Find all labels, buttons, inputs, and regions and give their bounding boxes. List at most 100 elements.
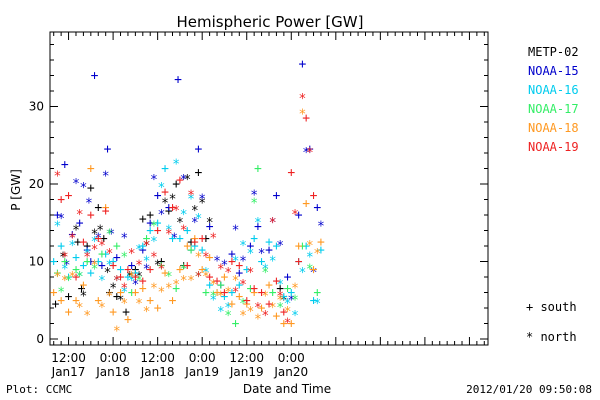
data-point: * [291, 309, 299, 324]
data-point: * [202, 266, 210, 281]
data-point: + [247, 282, 255, 297]
data-point: + [235, 278, 243, 293]
data-point: + [94, 231, 102, 246]
data-point: * [72, 177, 80, 192]
data-point: * [224, 309, 232, 324]
data-point: + [143, 231, 151, 246]
data-point: + [254, 162, 262, 177]
data-point: + [98, 258, 106, 273]
data-point: + [161, 185, 169, 200]
data-point: * [247, 266, 255, 281]
data-point: + [273, 239, 281, 254]
data-point: * [172, 278, 180, 293]
data-point: + [202, 286, 210, 301]
data-point: + [79, 258, 87, 273]
data-point: * [165, 227, 173, 242]
data-point: * [247, 247, 255, 262]
data-point: * [157, 262, 165, 277]
data-point: * [113, 324, 121, 339]
data-point: * [217, 305, 225, 320]
data-point: * [232, 255, 240, 270]
data-point: + [280, 305, 288, 320]
data-point: * [306, 239, 314, 254]
x-tick-date-label: Jan17 [51, 365, 86, 379]
data-point: * [306, 251, 314, 266]
data-point: * [224, 266, 232, 281]
data-point: * [254, 216, 262, 231]
data-point: + [87, 162, 95, 177]
data-point: * [261, 289, 269, 304]
plot-credit: Plot: CCMC [6, 383, 72, 396]
data-point: * [306, 262, 314, 277]
data-point: * [317, 220, 325, 235]
data-point: * [276, 239, 284, 254]
data-point: * [150, 220, 158, 235]
data-point: * [206, 216, 214, 231]
data-point: * [91, 258, 99, 273]
data-point: + [65, 270, 73, 285]
data-point: * [54, 220, 62, 235]
data-point: * [276, 293, 284, 308]
data-point: + [213, 286, 221, 301]
data-point: + [102, 200, 110, 215]
data-point: + [165, 200, 173, 215]
data-point: * [83, 251, 91, 266]
x-tick-date-label: Jan20 [273, 365, 308, 379]
y-tick-label: 0 [36, 332, 44, 346]
data-point: * [85, 196, 93, 211]
data-point: * [191, 216, 199, 231]
data-point: + [235, 266, 243, 281]
data-point: * [120, 231, 128, 246]
data-point: * [102, 169, 110, 184]
data-point: + [78, 282, 86, 297]
data-point: + [131, 270, 139, 285]
data-point: * [54, 169, 62, 184]
data-point: * [284, 297, 292, 312]
data-point: + [232, 317, 240, 332]
data-point: + [139, 212, 147, 227]
data-point: * [291, 282, 299, 297]
data-point: + [206, 251, 214, 266]
data-point: + [295, 255, 303, 270]
data-point: + [280, 317, 288, 332]
data-point: * [135, 270, 143, 285]
data-point: + [109, 305, 117, 320]
data-point: * [261, 266, 269, 281]
data-point: * [195, 212, 203, 227]
data-point: + [161, 162, 169, 177]
data-point: * [96, 224, 104, 239]
data-point: + [154, 216, 162, 231]
data-point: + [57, 239, 65, 254]
data-point: + [72, 251, 80, 266]
data-point: + [213, 274, 221, 289]
data-point: * [276, 289, 284, 304]
data-point: * [209, 289, 217, 304]
data-point: + [302, 111, 310, 126]
data-point: * [113, 274, 121, 289]
data-point: * [169, 193, 177, 208]
data-point: + [50, 255, 58, 270]
legend-entry: NOAA-18 [528, 121, 579, 135]
data-point: + [254, 220, 262, 235]
data-point: + [68, 227, 76, 242]
data-point: + [113, 239, 121, 254]
x-axis-label: Date and Time [243, 382, 331, 396]
data-point: * [105, 247, 113, 262]
data-point: + [306, 142, 314, 157]
data-point: + [128, 258, 136, 273]
chart-title: Hemispheric Power [GW] [177, 13, 364, 31]
data-point: * [157, 181, 165, 196]
data-point: * [83, 309, 91, 324]
data-point: * [68, 270, 76, 285]
data-point: + [91, 69, 99, 84]
data-point: + [298, 57, 306, 72]
data-point: + [206, 270, 214, 285]
data-point: + [284, 270, 292, 285]
data-point: + [180, 258, 188, 273]
data-point: + [287, 286, 295, 301]
data-point: + [183, 224, 191, 239]
y-axis-label: P [GW] [9, 169, 23, 211]
data-point: + [109, 255, 117, 270]
legend-entry: NOAA-19 [528, 140, 579, 154]
data-point: + [198, 231, 206, 246]
